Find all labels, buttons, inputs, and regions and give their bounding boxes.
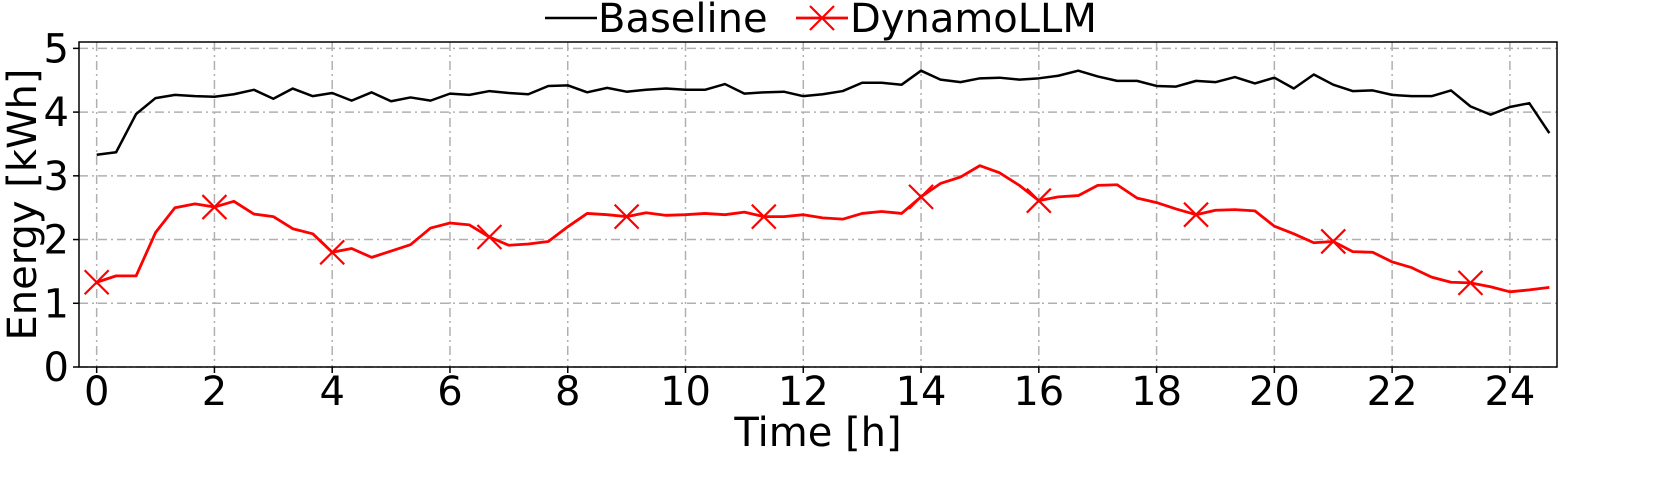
y-tick-label: 3 bbox=[44, 154, 69, 200]
data-point-marker bbox=[1320, 228, 1347, 255]
x-tick-label: 6 bbox=[437, 369, 462, 415]
plot-frame bbox=[78, 41, 1558, 368]
legend: Baseline DynamoLLM bbox=[545, 0, 1097, 42]
x-tick-label: 0 bbox=[84, 369, 109, 415]
data-point-marker bbox=[1457, 270, 1484, 296]
x-tick-label: 10 bbox=[660, 369, 711, 415]
y-tick-label: 0 bbox=[44, 345, 69, 391]
x-tick-label: 16 bbox=[1013, 369, 1064, 415]
legend-marker-dynamollm bbox=[809, 5, 835, 31]
series-line-baseline bbox=[96, 69, 1551, 157]
marker-stroke-b bbox=[908, 184, 934, 210]
series-baseline bbox=[96, 69, 1551, 157]
x-tick-label: 24 bbox=[1484, 369, 1535, 415]
grid bbox=[79, 42, 1557, 368]
marker-stroke-b bbox=[201, 194, 228, 220]
data-point-marker bbox=[613, 203, 640, 230]
marker-stroke-b bbox=[1183, 201, 1209, 228]
marker-stroke-b bbox=[476, 224, 503, 250]
x-tick-label: 20 bbox=[1249, 369, 1300, 415]
y-axis-label: Energy [kWh] bbox=[0, 68, 46, 340]
marker-stroke-b bbox=[1026, 187, 1052, 214]
marker-stroke-b bbox=[613, 203, 640, 230]
data-point-marker bbox=[908, 184, 934, 210]
y-tick-label: 5 bbox=[44, 26, 69, 72]
data-point-marker bbox=[201, 194, 228, 220]
x-tick-label: 8 bbox=[555, 369, 580, 415]
x-tick-label: 2 bbox=[202, 369, 227, 415]
y-tick-label: 4 bbox=[44, 90, 69, 136]
y-tick-label: 2 bbox=[44, 218, 69, 264]
x-tick-label: 12 bbox=[778, 369, 829, 415]
legend-label-dynamollm: DynamoLLM bbox=[850, 0, 1097, 42]
legend-marker-stroke-b bbox=[809, 5, 835, 31]
marker-stroke-b bbox=[751, 203, 777, 230]
marker-stroke-b bbox=[83, 269, 110, 296]
x-tick-label: 4 bbox=[319, 369, 344, 415]
data-point-marker bbox=[1183, 201, 1209, 228]
y-tick-label: 1 bbox=[44, 281, 69, 327]
x-tick-label: 14 bbox=[896, 369, 947, 415]
series-dynamollm bbox=[83, 164, 1550, 296]
data-point-marker bbox=[751, 203, 777, 230]
marker-stroke-b bbox=[319, 239, 345, 266]
x-tick-label: 18 bbox=[1131, 369, 1182, 415]
legend-label-baseline: Baseline bbox=[598, 0, 768, 42]
data-point-marker bbox=[319, 239, 345, 266]
x-tick-label: 22 bbox=[1367, 369, 1418, 415]
x-axis-label: Time [h] bbox=[733, 410, 901, 456]
data-point-marker bbox=[83, 269, 110, 296]
marker-stroke-b bbox=[1320, 228, 1347, 255]
marker-stroke-b bbox=[1457, 270, 1484, 296]
data-point-marker bbox=[1026, 187, 1052, 214]
series-line-dynamollm bbox=[96, 164, 1550, 294]
data-point-marker bbox=[476, 224, 503, 250]
series-layer bbox=[83, 69, 1551, 296]
